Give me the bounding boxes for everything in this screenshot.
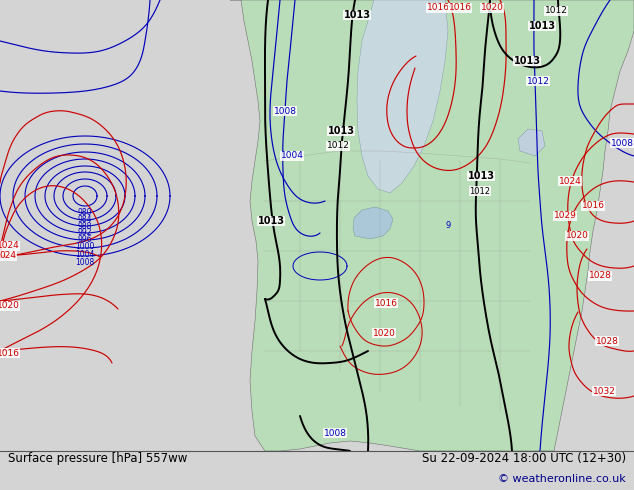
Text: 1012: 1012 (327, 142, 349, 150)
Text: 024: 024 (0, 251, 16, 261)
Text: 1013: 1013 (467, 171, 495, 181)
Text: 996: 996 (78, 235, 93, 244)
Text: 1008: 1008 (75, 258, 94, 267)
Text: 992: 992 (78, 228, 93, 237)
Text: 1028: 1028 (588, 271, 611, 280)
Text: 1000: 1000 (75, 242, 94, 251)
Text: 1016: 1016 (581, 201, 604, 211)
Text: 1013: 1013 (328, 126, 354, 136)
Text: 1016: 1016 (375, 298, 398, 308)
Text: 1032: 1032 (593, 387, 616, 395)
Text: 1020: 1020 (0, 301, 20, 311)
Text: 1008: 1008 (611, 139, 633, 147)
Text: 1004: 1004 (281, 151, 304, 161)
Text: 1008: 1008 (273, 106, 297, 116)
Text: 1028: 1028 (595, 337, 618, 345)
Text: 988: 988 (78, 222, 92, 231)
Text: 1004: 1004 (75, 250, 94, 259)
Text: 1020: 1020 (373, 328, 396, 338)
Text: 1020: 1020 (481, 3, 503, 13)
Polygon shape (230, 0, 634, 451)
Text: © weatheronline.co.uk: © weatheronline.co.uk (498, 474, 626, 484)
Polygon shape (357, 0, 448, 193)
Polygon shape (518, 129, 545, 156)
Text: 1029: 1029 (553, 212, 576, 220)
Text: 1013: 1013 (529, 21, 555, 31)
Text: 1016: 1016 (0, 348, 20, 358)
Text: 1012: 1012 (527, 76, 550, 85)
Text: Surface pressure [hPa] 557ww: Surface pressure [hPa] 557ww (8, 452, 188, 465)
Text: 1013: 1013 (257, 216, 285, 226)
Text: 1013: 1013 (514, 56, 541, 66)
Text: 980: 980 (78, 208, 93, 217)
Text: Su 22-09-2024 18:00 UTC (12+30): Su 22-09-2024 18:00 UTC (12+30) (422, 452, 626, 465)
Text: 1012: 1012 (545, 6, 567, 16)
Text: 1012: 1012 (470, 187, 491, 196)
Text: 9: 9 (445, 221, 451, 230)
Text: 1016: 1016 (448, 3, 472, 13)
Text: 1013: 1013 (344, 10, 370, 20)
Text: 984: 984 (78, 215, 93, 224)
Polygon shape (353, 207, 393, 239)
Text: 1020: 1020 (566, 231, 588, 241)
Text: 1008: 1008 (323, 428, 347, 438)
Text: 1024: 1024 (0, 242, 20, 250)
Text: 1016: 1016 (427, 3, 450, 13)
Text: 1024: 1024 (559, 176, 581, 186)
